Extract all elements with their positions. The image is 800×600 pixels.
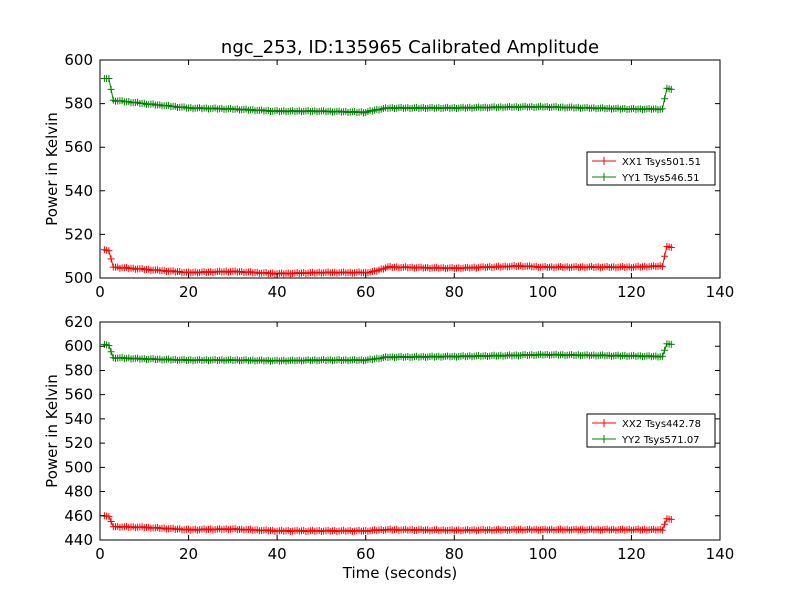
x-tick-label: 140 <box>706 283 735 301</box>
x-tick-label: 60 <box>356 283 375 301</box>
x-tick-label: 20 <box>179 545 198 563</box>
y-tick-label: 500 <box>64 269 93 287</box>
x-tick-label: 100 <box>529 283 558 301</box>
legend-swatch <box>592 157 616 165</box>
legend-entry: XX2 Tsys442.78 <box>622 419 701 430</box>
legend-entry: YY2 Tsys571.07 <box>621 435 700 446</box>
series-markers-yy2 <box>100 340 675 365</box>
y-tick-label: 600 <box>64 337 93 355</box>
y-tick-label: 580 <box>64 361 93 379</box>
y-tick-label: 540 <box>64 182 93 200</box>
legend-entry: YY1 Tsys546.51 <box>621 173 700 184</box>
y-tick-label: 500 <box>64 458 93 476</box>
y-tick-label: 520 <box>64 434 93 452</box>
bottom-panel: 0 20 40 60 80 100 120 140 440 460 480 500 520 540 560 5… <box>43 313 734 582</box>
x-tick-label: 40 <box>268 283 287 301</box>
x-tick-label: 0 <box>95 283 105 301</box>
y-tick-label: 580 <box>64 95 93 113</box>
x-tick-label: 40 <box>268 545 287 563</box>
legend: XX2 Tsys442.78 YY2 Tsys571.07 <box>586 413 716 448</box>
x-tick-label: 120 <box>617 283 646 301</box>
top-panel: 0 20 40 60 80 100 120 140 500 520 540 560 580 600 Powe… <box>43 51 734 301</box>
series-markers-xx2 <box>100 512 675 535</box>
y-tick-label: 620 <box>64 313 93 331</box>
y-tick-label: 540 <box>64 410 93 428</box>
y-tick-label: 460 <box>64 507 93 525</box>
y-axis-label: Power in Kelvin <box>43 374 61 488</box>
legend-swatch <box>592 419 616 427</box>
x-tick-label: 80 <box>445 283 464 301</box>
legend: XX1 Tsys501.51 YY1 Tsys546.51 <box>586 151 716 186</box>
legend-entry: XX1 Tsys501.51 <box>622 157 701 168</box>
y-tick-label: 560 <box>64 386 93 404</box>
legend-swatch <box>592 435 616 443</box>
axes-frame <box>99 59 721 279</box>
legend-box <box>586 413 716 448</box>
x-tick-label: 0 <box>95 545 105 563</box>
chart-title: ngc_253, ID:135965 Calibrated Amplitude <box>221 37 599 58</box>
legend-box <box>586 151 716 186</box>
y-axis-label: Power in Kelvin <box>43 112 61 226</box>
x-axis-label: Time (seconds) <box>342 564 458 582</box>
y-tick-label: 440 <box>64 531 93 549</box>
axes-frame <box>99 321 721 541</box>
legend-swatch <box>592 173 616 181</box>
x-tick-label: 60 <box>356 545 375 563</box>
series-markers-yy1 <box>100 75 675 117</box>
y-tick-label: 520 <box>64 225 93 243</box>
x-tick-label: 20 <box>179 283 198 301</box>
series-markers-xx1 <box>100 242 675 278</box>
y-tick-label: 480 <box>64 483 93 501</box>
x-tick-label: 100 <box>529 545 558 563</box>
y-tick-label: 560 <box>64 138 93 156</box>
x-tick-label: 120 <box>617 545 646 563</box>
x-tick-label: 80 <box>445 545 464 563</box>
x-tick-label: 140 <box>706 545 735 563</box>
y-tick-label: 600 <box>64 51 93 69</box>
